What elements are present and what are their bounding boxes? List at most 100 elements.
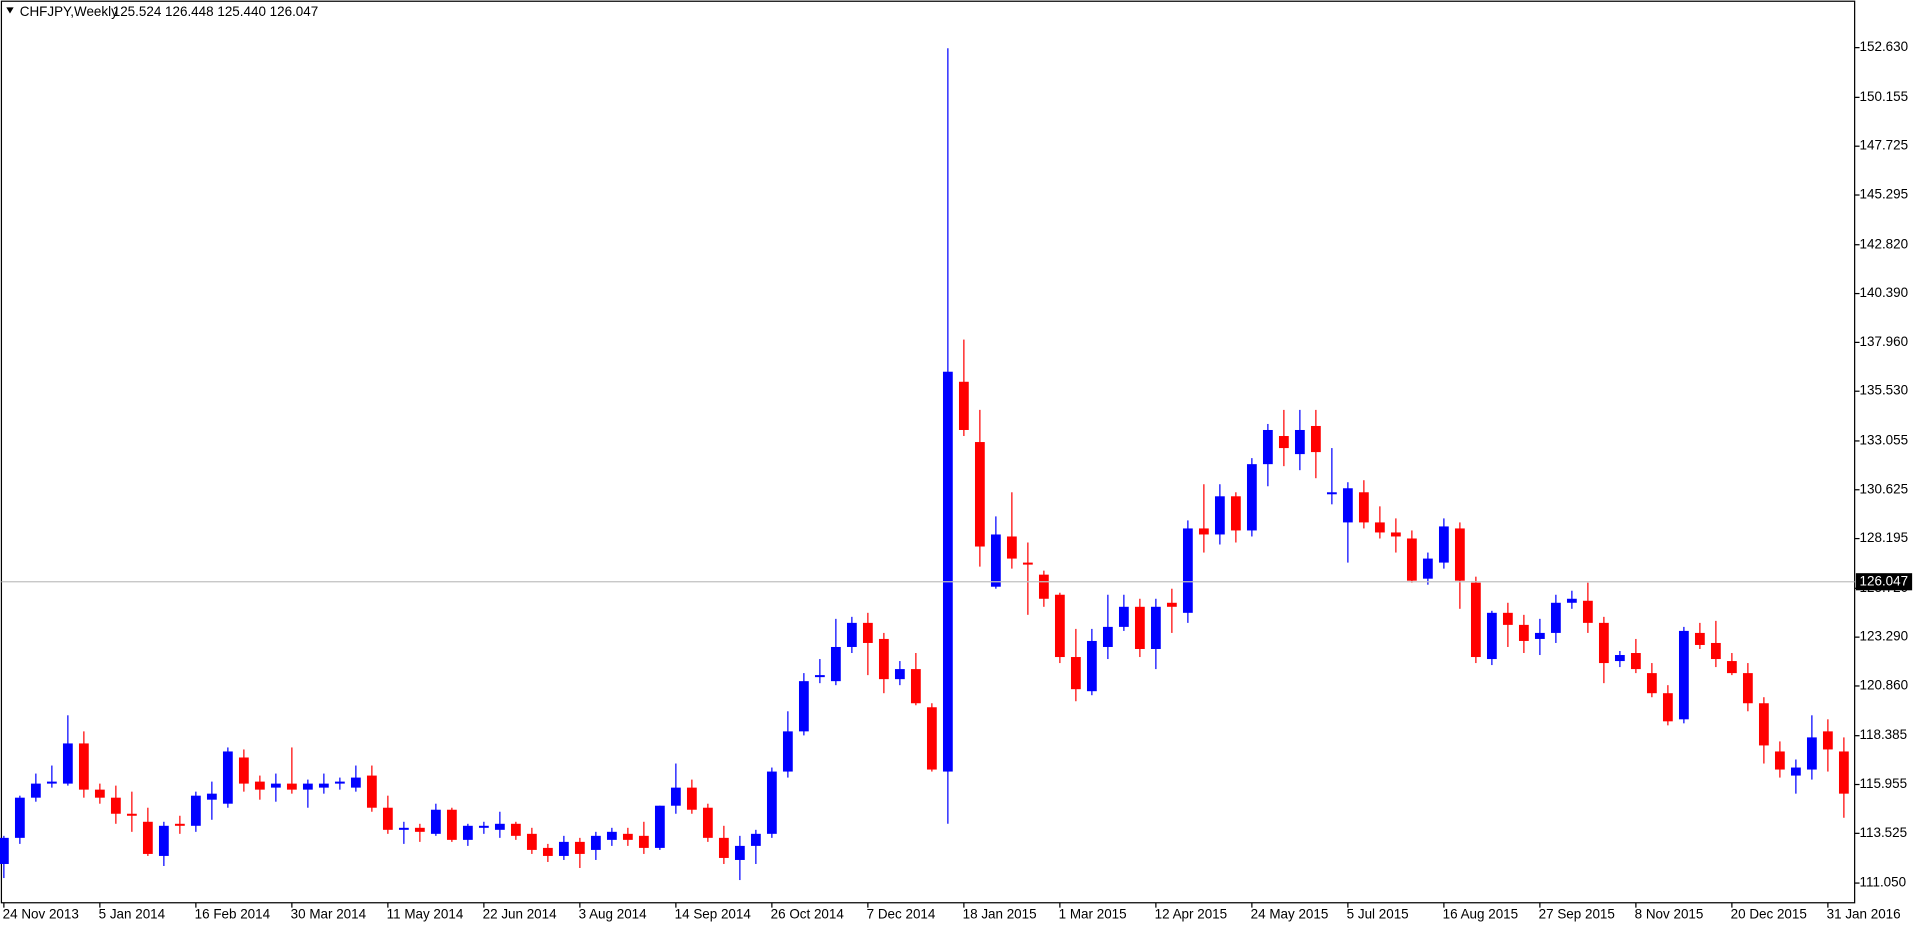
candle-body (510, 823, 521, 836)
candle-body (14, 797, 25, 838)
y-tick-label: 150.155 (1860, 89, 1909, 104)
candle-body (1742, 673, 1753, 704)
candle-body (606, 831, 617, 840)
candle-body (862, 622, 873, 643)
candle-body (1758, 703, 1769, 746)
x-tick-label: 22 Jun 2014 (483, 907, 557, 922)
candle-body (1694, 632, 1705, 645)
candle-body (0, 837, 9, 864)
y-tick-label: 135.530 (1860, 383, 1909, 398)
candle-body (846, 622, 857, 647)
candle-body (750, 833, 761, 846)
x-tick-label: 3 Aug 2014 (579, 907, 648, 922)
candle-body (462, 825, 473, 840)
candle-body (1006, 536, 1017, 559)
x-tick-label: 1 Mar 2015 (1059, 907, 1127, 922)
candle-body (702, 807, 713, 838)
candle-body (62, 743, 73, 784)
candle-body (1438, 526, 1449, 563)
candle-body (558, 841, 569, 856)
candle-body (1278, 436, 1289, 449)
candle-body (1342, 488, 1353, 523)
candle-body (574, 841, 585, 854)
candle-body (1118, 606, 1129, 627)
candle-body (526, 833, 537, 850)
x-tick-label: 5 Jul 2015 (1347, 907, 1409, 922)
candle-body (910, 669, 921, 704)
candle-body (478, 825, 489, 828)
y-tick-label: 152.630 (1860, 39, 1909, 54)
candle-body (894, 669, 905, 680)
candle-body (78, 743, 89, 790)
candle-body (622, 833, 633, 840)
candle-body (1806, 737, 1817, 770)
candle-body (430, 809, 441, 834)
candle-body (1022, 562, 1033, 565)
candle-body (1710, 642, 1721, 660)
x-tick-label: 27 Sep 2015 (1539, 907, 1615, 922)
candle-body (1502, 612, 1513, 625)
y-tick-label: 128.195 (1860, 530, 1909, 545)
candle-body (398, 827, 409, 830)
candle-body (798, 681, 809, 732)
x-tick-label: 11 May 2014 (387, 907, 464, 922)
candle-body (1486, 612, 1497, 660)
candle-body (1150, 606, 1161, 649)
candles (0, 48, 1849, 881)
candle-body (1598, 622, 1609, 664)
y-tick-label: 113.525 (1860, 825, 1908, 840)
x-tick-label: 16 Aug 2015 (1443, 907, 1518, 922)
candle-body (1246, 464, 1257, 531)
candle-body (942, 371, 953, 772)
candle-body (1662, 693, 1673, 722)
x-tick-label: 14 Sep 2014 (675, 907, 752, 922)
candle-body (1374, 522, 1385, 533)
chart-title: CHFJPY,Weekly (20, 4, 118, 19)
axes: 152.630 150.155 147.725 145.295 142.820 140.3… (3, 39, 1908, 921)
candle-body (926, 707, 937, 770)
y-tick-label: 120.860 (1860, 678, 1909, 693)
x-tick-label: 5 Jan 2014 (99, 907, 166, 922)
candle-body (1262, 429, 1273, 465)
candle-body (1358, 492, 1369, 523)
candle-body (1822, 731, 1833, 750)
y-tick-label: 115.955 (1860, 776, 1908, 791)
candle-body (1454, 528, 1465, 581)
y-tick-label: 142.820 (1860, 236, 1909, 251)
x-tick-label: 12 Apr 2015 (1155, 907, 1227, 922)
candle-body (878, 638, 889, 680)
candle-body (238, 757, 249, 784)
x-tick-label: 31 Jan 2016 (1827, 907, 1901, 922)
candle-body (1406, 538, 1417, 581)
candle-body (1678, 630, 1689, 720)
candle-body (1294, 429, 1305, 455)
candle-body (190, 795, 201, 826)
candle-body (638, 835, 649, 848)
candle-body (1566, 598, 1577, 603)
x-tick-label: 18 Jan 2015 (963, 907, 1037, 922)
candle-body (958, 381, 969, 430)
y-tick-label: 133.055 (1860, 432, 1909, 447)
candle-body (1070, 657, 1081, 690)
candle-body (990, 534, 1001, 587)
candle-body (286, 783, 297, 790)
candle-body (206, 793, 217, 800)
candle-body (1086, 640, 1097, 692)
candle-body (1102, 626, 1113, 647)
price-label-box (1855, 573, 1913, 591)
candle-body (1774, 751, 1785, 770)
ohlc-info: 125.524 126.448 125.440 126.047 (113, 4, 318, 19)
candle-body (974, 442, 985, 547)
x-tick-label: 24 May 2015 (1251, 907, 1329, 922)
candle-body (1166, 602, 1177, 607)
candle-body (126, 813, 137, 816)
candle-body (254, 781, 265, 790)
menu-triangle (6, 7, 14, 14)
candle-body (446, 809, 457, 840)
candle-body (542, 847, 553, 856)
candle-body (158, 825, 169, 856)
candle-body (1038, 574, 1049, 599)
candle-body (1614, 655, 1625, 662)
